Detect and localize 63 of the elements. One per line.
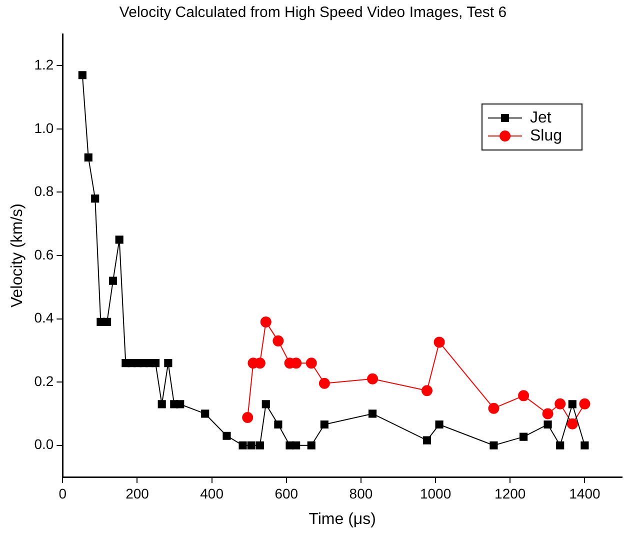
point: [158, 400, 166, 408]
point: [247, 441, 256, 450]
point: [164, 359, 172, 368]
point: [520, 432, 528, 441]
y-axis-title: Velocity (km/s): [9, 203, 26, 308]
point: [274, 420, 282, 429]
point: [91, 194, 100, 203]
point: [434, 336, 445, 348]
point: [320, 420, 328, 429]
legend-label: Slug: [530, 127, 562, 144]
x-tick-label: 1200: [494, 485, 526, 502]
point: [78, 71, 86, 80]
point: [242, 412, 254, 424]
y-tick-label: 0.0: [34, 436, 54, 452]
point: [256, 441, 264, 450]
x-tick-label: 1400: [569, 485, 600, 502]
point: [421, 385, 432, 396]
legend-label: Jet: [530, 109, 552, 126]
x-tick-label: 0: [58, 485, 67, 502]
point: [238, 441, 247, 450]
x-tick-label: 200: [126, 485, 150, 502]
point: [222, 432, 231, 440]
point: [580, 441, 589, 450]
point: [579, 398, 590, 410]
point: [108, 276, 118, 285]
point: [318, 378, 330, 389]
point: [84, 153, 92, 162]
point: [260, 316, 272, 328]
point: [544, 420, 552, 429]
y-tick-label: 0.4: [34, 310, 54, 326]
point: [262, 400, 270, 408]
point: [367, 373, 378, 384]
y-tick-label: 0.2: [34, 372, 54, 389]
point: [176, 400, 184, 408]
x-tick-label: 600: [274, 485, 298, 502]
point: [568, 400, 576, 408]
chart-title: Velocity Calculated from High Speed Video Images, Test 6: [119, 4, 507, 22]
point: [115, 236, 124, 244]
point: [151, 359, 160, 368]
x-tick-label: 1000: [420, 485, 452, 502]
x-tick-label: 800: [349, 485, 373, 502]
point: [306, 358, 317, 369]
x-tick-label: 400: [200, 485, 224, 502]
point: [566, 418, 578, 430]
point: [292, 441, 300, 450]
point: [554, 398, 566, 410]
y-tick-label: 1.2: [34, 56, 54, 72]
point: [488, 402, 500, 414]
point: [556, 441, 564, 450]
y-tick-label: 0.8: [34, 183, 54, 200]
x-axis-title: Time (μs): [308, 510, 376, 528]
point: [422, 436, 432, 444]
point: [435, 420, 444, 429]
point: [490, 441, 498, 450]
point: [542, 408, 554, 420]
point: [201, 410, 210, 418]
point: [368, 410, 377, 418]
point: [103, 318, 112, 326]
point: [307, 441, 316, 450]
y-tick-label: 1.0: [34, 120, 54, 136]
point: [518, 390, 530, 402]
point: [272, 335, 284, 346]
y-tick-label: 0.6: [34, 246, 54, 262]
